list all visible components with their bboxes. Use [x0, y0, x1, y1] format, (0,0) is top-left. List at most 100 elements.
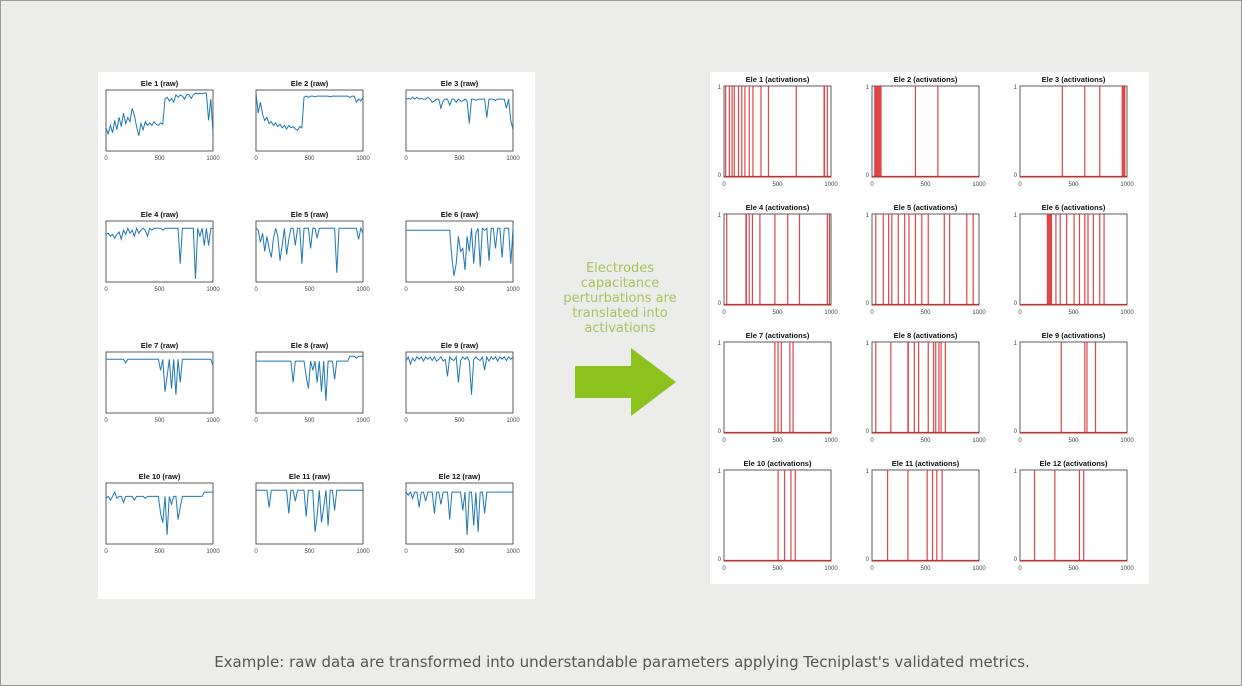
x-tick-label: 500: [1068, 310, 1079, 316]
activation-bar: [1061, 86, 1063, 177]
activation-chart: Ele 3 (activations) 1 00 500 1000: [1014, 75, 1135, 188]
chart-title: Ele 3 (activations): [1042, 75, 1106, 84]
x-tick-label: 0: [870, 310, 874, 316]
footer-caption: Example: raw data are transformed into u…: [214, 653, 1030, 671]
chart-title: Ele 1 (activations): [746, 75, 810, 84]
activation-chart: Ele 12 (activations) 1 00 500 1000: [1014, 459, 1135, 572]
chart-title: Ele 5 (activations): [894, 203, 958, 212]
activation-bar: [774, 342, 776, 433]
axes-box: [1019, 85, 1128, 178]
y-tick-label: 0: [1014, 557, 1018, 563]
y-tick-label: 1: [718, 85, 722, 91]
x-tick-label: 500: [154, 156, 165, 162]
x-tick-label: 1000: [206, 418, 220, 424]
activation-bar: [731, 86, 733, 177]
activation-bar: [1086, 342, 1088, 433]
activation-chart: Ele 11 (activations) 1 00 500 1000: [866, 459, 987, 572]
x-tick-label: 500: [304, 287, 315, 293]
chart-title: Ele 1 (raw): [141, 79, 179, 88]
activation-bar: [780, 342, 782, 433]
x-tick-label: 1000: [356, 418, 370, 424]
y-tick-label: 0: [1014, 429, 1018, 435]
activation-bar: [908, 214, 910, 305]
y-tick-label: 0: [866, 557, 870, 563]
axes-box: [871, 341, 980, 434]
activation-bar: [907, 470, 909, 561]
activation-bar: [760, 86, 762, 177]
x-tick-label: 0: [404, 418, 408, 424]
x-tick-label: 0: [104, 418, 108, 424]
activation-bar: [1055, 214, 1057, 305]
activation-bar: [875, 342, 877, 433]
x-tick-label: 1000: [972, 566, 986, 572]
chart-title: Ele 7 (activations): [746, 331, 810, 340]
series-line: [255, 93, 364, 131]
raw-chart: Ele 3 (raw) 0 500 1000: [404, 79, 520, 162]
axes-box: [1019, 469, 1128, 562]
activation-bar: [926, 470, 928, 561]
chart-title: Ele 4 (activations): [746, 203, 810, 212]
raw-chart: Ele 5 (raw) 0 500 1000: [254, 210, 370, 293]
raw-chart: Ele 7 (raw) 0 500 1000: [104, 341, 220, 424]
y-tick-label: 1: [866, 213, 870, 219]
activation-bar: [1066, 214, 1068, 305]
series-line: [105, 226, 213, 279]
y-tick-label: 1: [866, 341, 870, 347]
activation-bar: [904, 214, 906, 305]
activation-bar: [748, 86, 750, 177]
x-tick-label: 1000: [824, 182, 838, 188]
activation-bar: [751, 214, 754, 305]
x-tick-label: 1000: [1120, 182, 1134, 188]
activation-bar: [1092, 214, 1094, 305]
x-tick-label: 500: [454, 287, 465, 293]
activation-bar: [1084, 342, 1086, 433]
activation-chart: Ele 1 (activations) 1 00 500 1000: [718, 75, 839, 188]
activation-bar: [798, 214, 801, 305]
axes-box: [1019, 341, 1128, 434]
activation-bar: [777, 470, 779, 561]
activation-bar: [748, 214, 750, 305]
y-tick-label: 0: [1014, 173, 1018, 179]
x-tick-label: 0: [870, 438, 874, 444]
x-tick-label: 0: [404, 287, 408, 293]
x-tick-label: 1000: [824, 566, 838, 572]
activation-bar: [744, 86, 746, 177]
x-tick-label: 500: [772, 182, 783, 188]
chart-title: Ele 11 (raw): [289, 472, 331, 481]
activation-chart: Ele 7 (activations) 1 00 500 1000: [718, 331, 839, 444]
raw-chart: Ele 4 (raw) 0 500 1000: [104, 210, 220, 293]
axes-box: [255, 89, 364, 152]
x-tick-label: 0: [1018, 182, 1022, 188]
activation-bar: [913, 342, 915, 433]
series-line: [105, 490, 213, 535]
y-tick-label: 1: [1014, 85, 1018, 91]
x-tick-label: 0: [870, 566, 874, 572]
axes-box: [105, 220, 214, 283]
y-tick-label: 1: [1014, 341, 1018, 347]
y-tick-label: 1: [718, 341, 722, 347]
x-tick-label: 1000: [824, 310, 838, 316]
activation-bar: [1078, 470, 1081, 561]
x-tick-label: 500: [454, 549, 465, 555]
x-tick-label: 500: [772, 310, 783, 316]
activation-bar: [949, 214, 951, 305]
x-tick-label: 500: [920, 182, 931, 188]
activation-bar: [1084, 214, 1086, 305]
x-tick-label: 0: [254, 418, 258, 424]
activation-bar: [891, 214, 893, 305]
activation-chart: Ele 8 (activations) 1 00 500 1000: [866, 331, 987, 444]
x-tick-label: 0: [104, 549, 108, 555]
chart-title: Ele 12 (activations): [1040, 459, 1108, 468]
chart-title: Ele 2 (raw): [291, 79, 329, 88]
activation-chart: Ele 5 (activations) 1 00 500 1000: [866, 203, 987, 316]
axes-box: [871, 213, 980, 306]
y-tick-label: 1: [718, 469, 722, 475]
activation-bar: [897, 214, 899, 305]
activation-bar: [936, 470, 938, 561]
activation-bar: [966, 214, 968, 305]
raw-chart: Ele 6 (raw) 0 500 1000: [404, 210, 520, 293]
chart-title: Ele 7 (raw): [141, 341, 179, 350]
x-tick-label: 0: [722, 438, 726, 444]
activation-bar: [932, 342, 935, 433]
